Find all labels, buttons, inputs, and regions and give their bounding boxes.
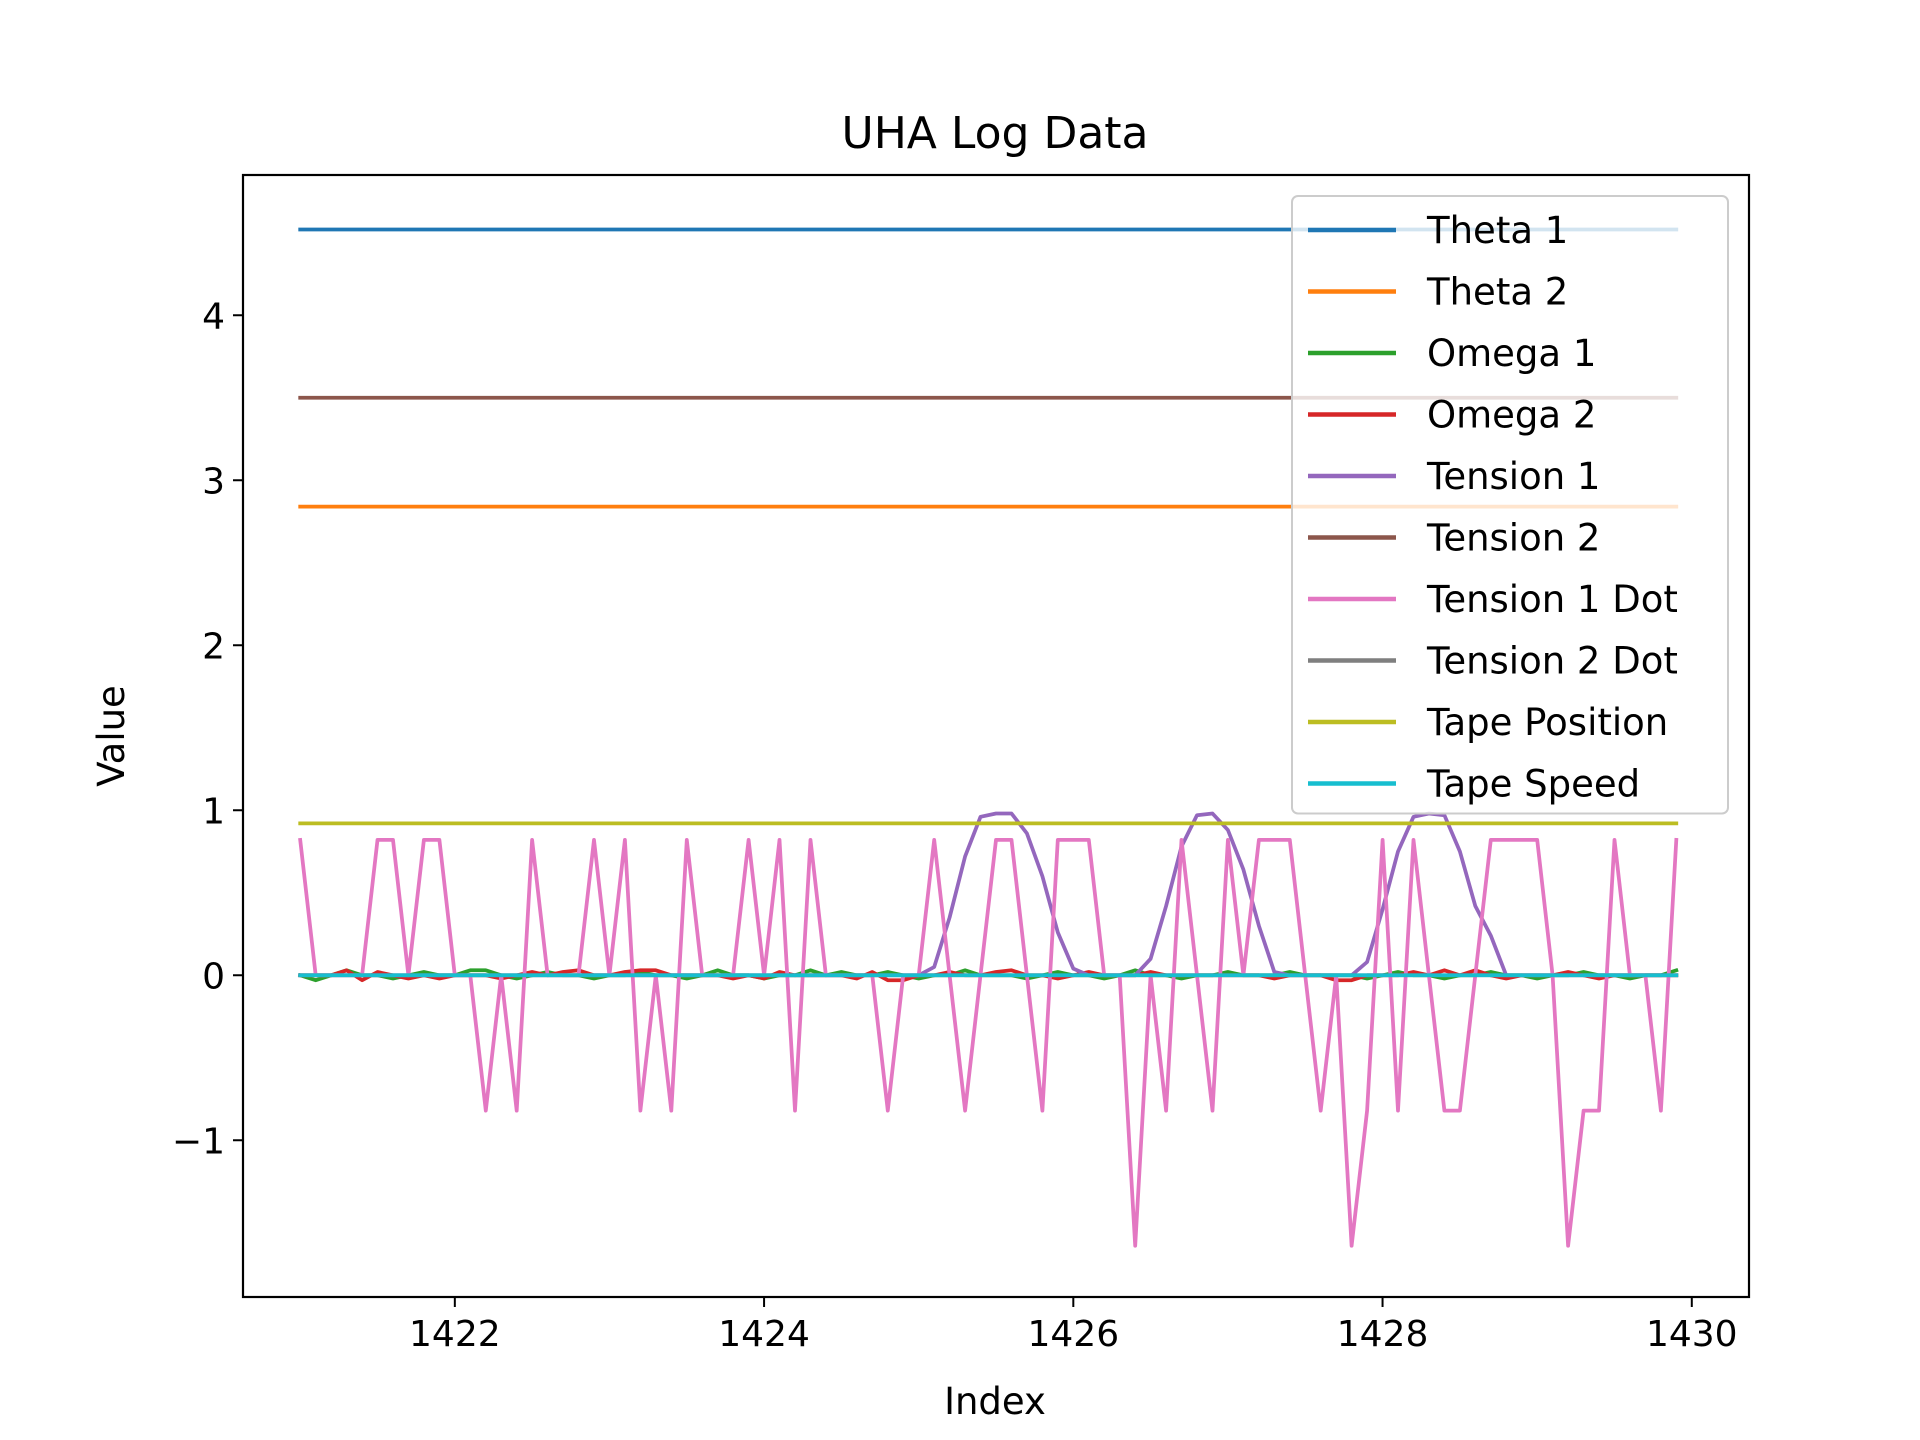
x-axis-label: Index [944,1380,1046,1423]
legend-label: Omega 1 [1427,332,1596,375]
y-tick-label: 3 [202,461,225,502]
x-tick-label: 1426 [1027,1314,1119,1355]
legend-box [1291,195,1729,815]
legend-label: Tension 1 Dot [1426,578,1678,621]
x-tick-label: 1430 [1646,1314,1738,1355]
legend-label: Tape Speed [1426,763,1640,806]
legend-label: Tension 2 Dot [1426,640,1678,683]
legend-label: Tape Position [1426,701,1668,744]
y-tick-label: −1 [172,1121,225,1162]
x-tick-label: 1424 [718,1314,810,1355]
plot-frame [241,173,1751,1299]
y-axis-label: Value [90,685,133,787]
legend-label: Theta 2 [1426,271,1568,314]
x-tick-label: 1428 [1337,1314,1429,1355]
y-tick-label: 1 [202,791,225,832]
y-tick-label: 4 [202,296,225,337]
y-tick-label: 0 [202,956,225,997]
legend-label: Theta 1 [1426,209,1568,252]
x-tick-label: 1422 [409,1314,501,1355]
y-tick-label: 2 [202,626,225,667]
legend-label: Tension 1 [1426,455,1600,498]
x-axis-ticks: 1422 1424 1426 1428 1430 [409,1297,1738,1355]
y-axis-ticks: −1 0 1 2 3 4 [172,296,243,1162]
legend-label: Omega 2 [1427,394,1596,437]
series-line-tension-1-dot [298,837,1679,1248]
legend-label: Tension 2 [1426,517,1600,560]
series-layer [297,227,1679,1248]
chart-title: UHA Log Data [841,108,1148,159]
legend: Theta 1 Theta 2 Omega 1 Omega 2 Tension 1 Ten… [1291,195,1729,815]
